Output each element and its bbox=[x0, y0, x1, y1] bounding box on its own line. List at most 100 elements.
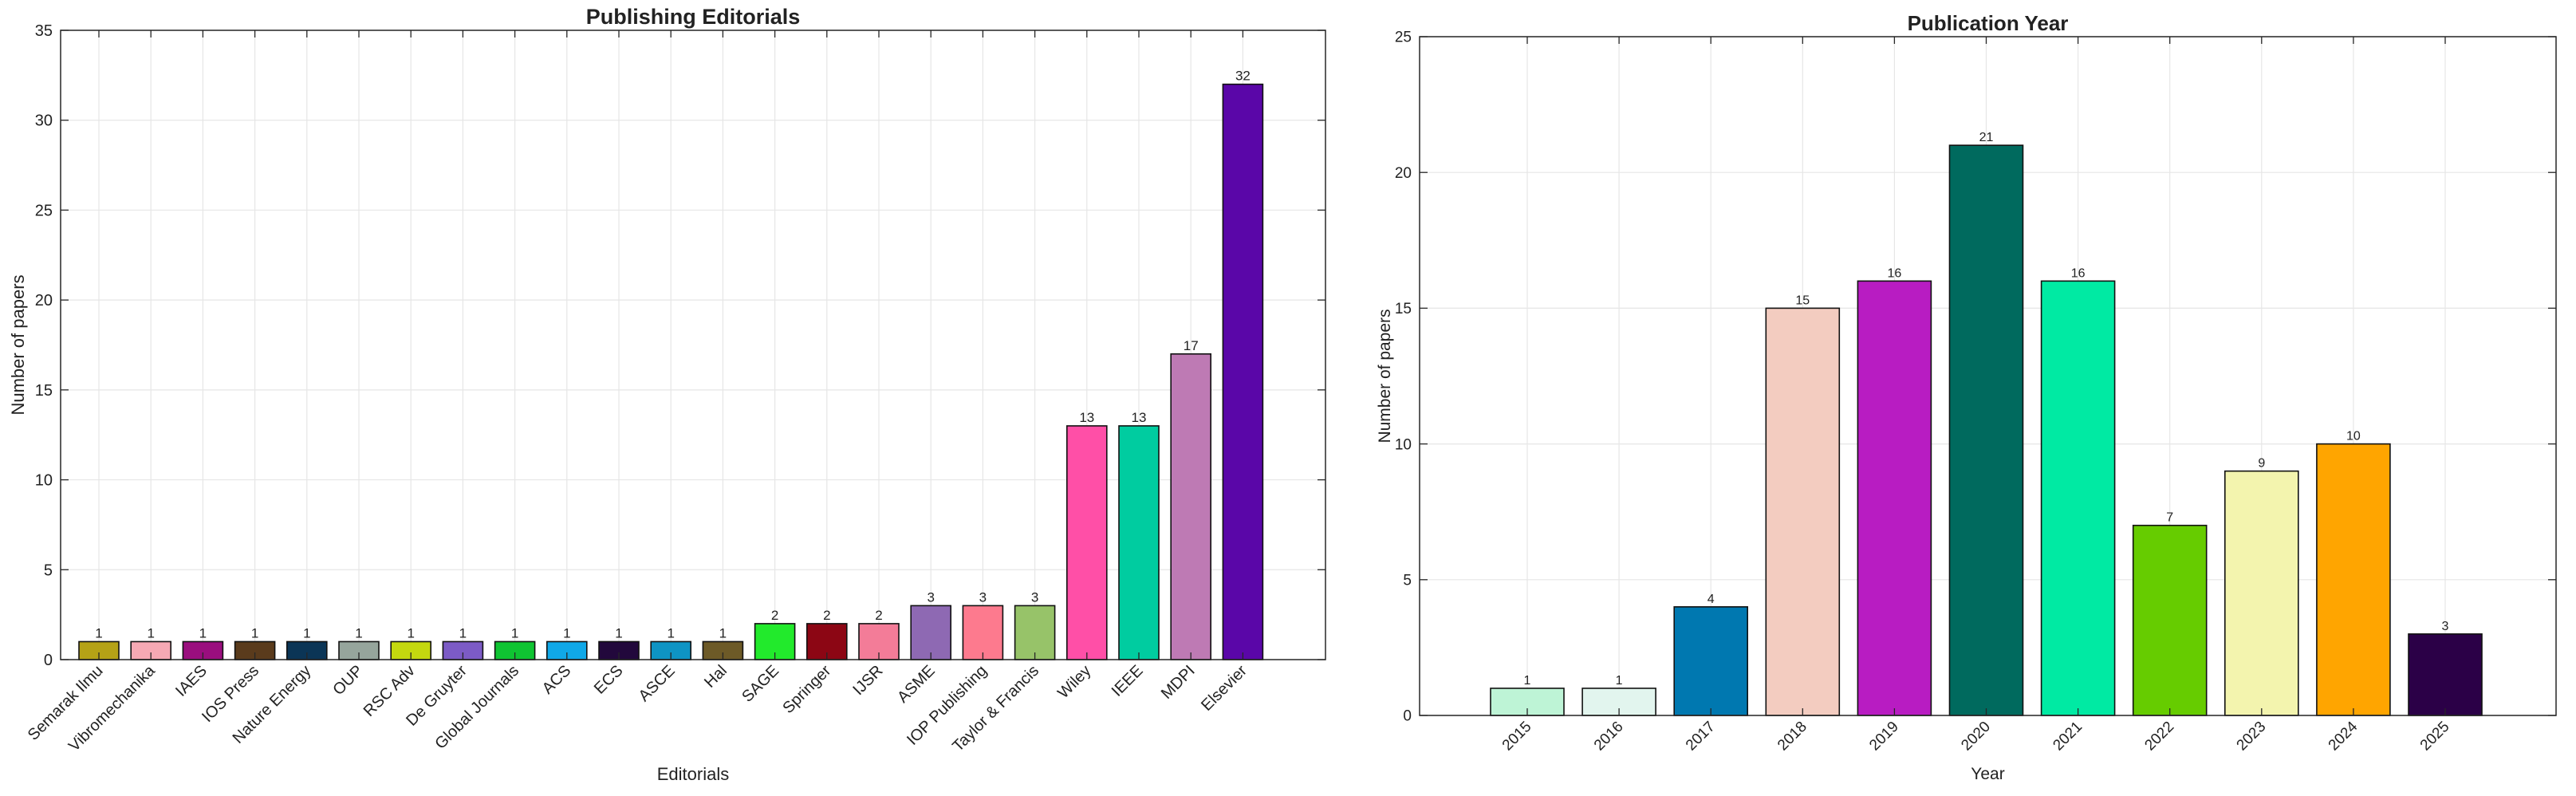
x-axis-label: Editorials bbox=[657, 764, 729, 784]
x-tick-label: ASCE bbox=[636, 662, 679, 705]
y-tick-label: 15 bbox=[1395, 301, 1412, 317]
y-tick-label: 0 bbox=[44, 652, 53, 669]
data-label: 13 bbox=[1132, 410, 1147, 425]
data-label: 3 bbox=[2442, 620, 2449, 633]
bar-10 bbox=[2316, 443, 2391, 716]
data-label: 2 bbox=[771, 608, 778, 623]
bar-19 bbox=[1014, 605, 1056, 660]
x-tick-label: 2024 bbox=[2326, 718, 2361, 754]
data-label: 1 bbox=[1616, 674, 1623, 688]
data-label: 16 bbox=[2071, 266, 2086, 280]
data-label: 16 bbox=[1888, 266, 1902, 280]
y-axis-label: Number of papers bbox=[1376, 309, 1394, 443]
data-label: 1 bbox=[1524, 674, 1531, 688]
data-label: 10 bbox=[2346, 430, 2361, 443]
data-label: 13 bbox=[1079, 410, 1094, 425]
bar-7 bbox=[2040, 280, 2116, 716]
bar-6 bbox=[1948, 144, 2024, 716]
data-label: 2 bbox=[875, 608, 882, 623]
x-axis-label: Year bbox=[1971, 765, 2004, 783]
data-label: 1 bbox=[95, 625, 102, 640]
data-label: 1 bbox=[563, 625, 570, 640]
x-tick-label: Springer bbox=[779, 662, 834, 717]
y-tick-label: 10 bbox=[1395, 436, 1412, 453]
data-label: 3 bbox=[1031, 589, 1038, 605]
data-label: 17 bbox=[1184, 338, 1199, 353]
x-tick-label: Hal bbox=[701, 662, 731, 692]
data-label: 2 bbox=[823, 608, 830, 623]
y-tick-label: 25 bbox=[1395, 30, 1412, 46]
bar-3 bbox=[1673, 606, 1748, 716]
bar-4 bbox=[1765, 307, 1841, 716]
bar-11 bbox=[2408, 633, 2483, 716]
x-tick-label: 2015 bbox=[1499, 719, 1535, 755]
data-label: 4 bbox=[1707, 593, 1715, 606]
data-label: 1 bbox=[667, 625, 674, 640]
y-tick-label: 25 bbox=[35, 202, 53, 219]
x-tick-label: Wiley bbox=[1054, 662, 1094, 702]
x-tick-label: IAES bbox=[172, 662, 211, 700]
x-tick-label: IEEE bbox=[1109, 662, 1147, 700]
bar-18 bbox=[962, 605, 1004, 660]
y-tick-label: 0 bbox=[1403, 708, 1412, 725]
data-label: 1 bbox=[303, 625, 310, 640]
data-label: 1 bbox=[407, 625, 414, 640]
bar-20 bbox=[1066, 425, 1108, 660]
bar-5 bbox=[1857, 280, 1932, 716]
x-tick-label: SAGE bbox=[739, 662, 782, 706]
y-axis-label: Number of papers bbox=[8, 274, 28, 415]
y-tick-label: 30 bbox=[35, 112, 53, 130]
data-label: 1 bbox=[511, 625, 518, 640]
x-tick-label: 2022 bbox=[2141, 719, 2177, 755]
data-label: 1 bbox=[615, 625, 622, 640]
data-label: 1 bbox=[459, 625, 467, 640]
plot-area bbox=[61, 30, 1325, 660]
axes-box bbox=[60, 30, 1326, 660]
x-tick-label: MDPI bbox=[1158, 662, 1199, 703]
y-tick-label: 10 bbox=[35, 472, 53, 490]
data-label: 9 bbox=[2258, 457, 2265, 471]
data-label: 3 bbox=[927, 589, 934, 605]
x-tick-label: 2021 bbox=[2050, 719, 2086, 755]
y-tick-label: 15 bbox=[35, 382, 53, 400]
data-label: 1 bbox=[251, 625, 258, 640]
x-tick-label: 2020 bbox=[1958, 719, 1994, 755]
bar-8 bbox=[2132, 524, 2208, 716]
x-tick-label: 2018 bbox=[1774, 719, 1810, 755]
x-tick-label: OUP bbox=[329, 662, 366, 699]
y-tick-label: 35 bbox=[35, 22, 53, 40]
bar-21 bbox=[1118, 425, 1160, 660]
data-label: 1 bbox=[199, 625, 207, 640]
data-label: 15 bbox=[1795, 294, 1810, 307]
chart-title: Publishing Editorials bbox=[586, 5, 801, 29]
x-tick-label: 2023 bbox=[2234, 719, 2270, 755]
data-label: 1 bbox=[719, 625, 727, 640]
y-tick-label: 20 bbox=[1395, 165, 1412, 182]
x-tick-label: IJSR bbox=[849, 662, 886, 699]
x-tick-label: 2019 bbox=[1866, 719, 1902, 755]
data-label: 1 bbox=[355, 625, 362, 640]
x-tick-label: 2016 bbox=[1591, 719, 1627, 755]
y-tick-label: 20 bbox=[35, 292, 53, 309]
x-tick-label: ACS bbox=[539, 662, 575, 698]
data-label: 3 bbox=[979, 589, 987, 605]
x-tick-label: ECS bbox=[591, 662, 627, 698]
chart-title: Publication Year bbox=[1908, 11, 2069, 35]
bar-22 bbox=[1170, 353, 1211, 660]
bar-9 bbox=[2224, 470, 2299, 716]
data-label: 7 bbox=[2166, 511, 2173, 525]
data-label: 32 bbox=[1235, 69, 1251, 84]
data-label: 21 bbox=[1979, 131, 1994, 144]
data-label: 1 bbox=[147, 625, 154, 640]
x-tick-label: 2025 bbox=[2417, 719, 2453, 755]
x-tick-label: ASME bbox=[894, 662, 939, 707]
axes-box bbox=[1419, 36, 2557, 716]
y-tick-label: 5 bbox=[1403, 572, 1412, 589]
bar-23 bbox=[1222, 83, 1264, 660]
x-tick-label: 2017 bbox=[1683, 719, 1719, 755]
x-tick-label: Elsevier bbox=[1198, 662, 1251, 715]
